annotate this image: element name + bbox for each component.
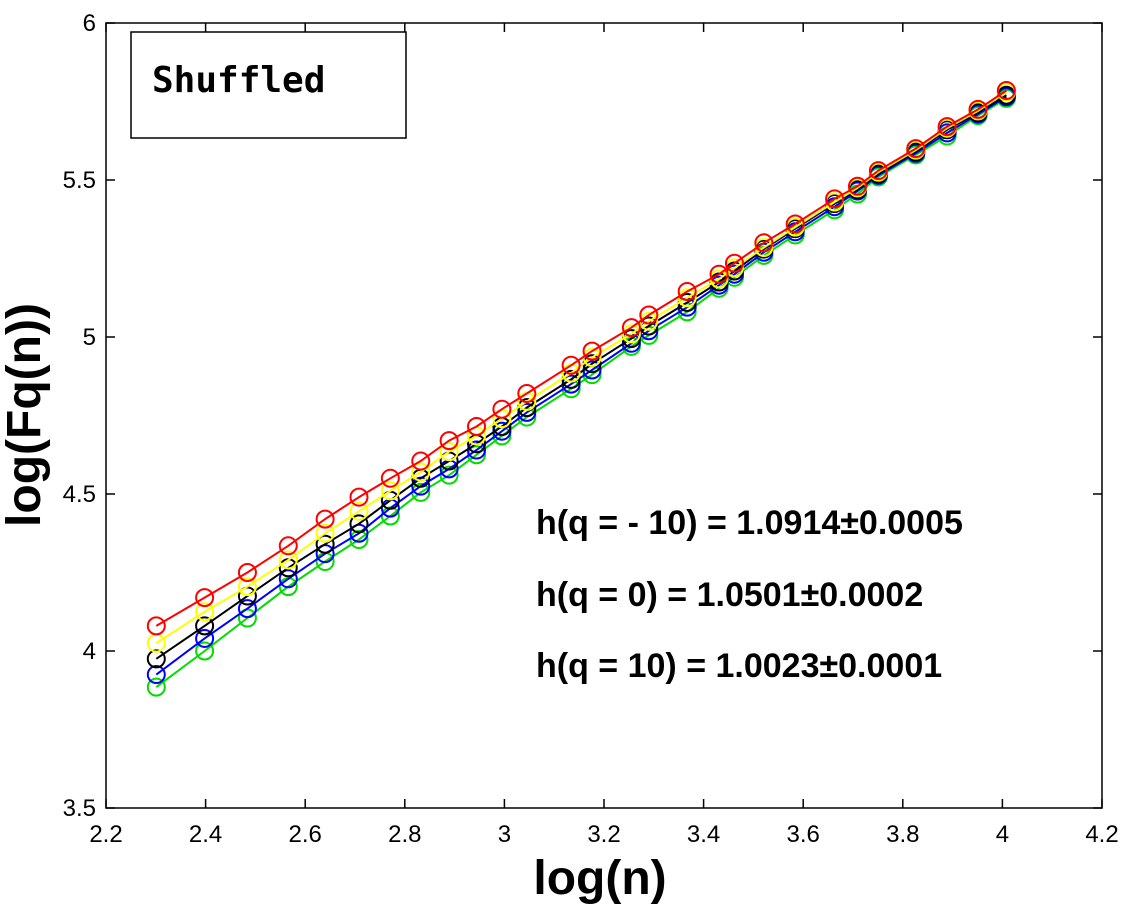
data-point-red [380,468,400,488]
axis-ticks: 2.2 2.4 2.6 2.8 3 3.2 3.4 3.6 3.8 4 4.2 3.5 4 4.5 5 5.5… [63,10,1119,848]
data-point-black [349,514,369,534]
data-point-red [349,487,369,507]
data-point-red [825,189,845,209]
x-tick-label: 2.2 [89,821,122,848]
y-tick-label: 4.5 [63,481,96,508]
data-point-yellow [315,523,335,543]
data-point-blue [195,628,215,648]
x-tick-label: 4.2 [1085,821,1118,848]
data-point-yellow [621,324,641,344]
x-tick-label: 4 [996,821,1009,848]
data-point-black [146,649,166,669]
series-line-green [155,97,1007,688]
legend-box: Shuffled [130,31,407,139]
y-tick-label: 4 [83,638,96,665]
data-point-red [561,355,581,375]
data-point-red [237,563,257,582]
data-point-green [146,677,166,697]
data-point-yellow [278,550,298,570]
data-point-yellow [195,602,215,622]
x-tick-label: 3.8 [886,821,919,848]
x-tick-label: 3.6 [787,821,820,848]
series-red [146,81,1016,636]
data-point-red [492,399,512,419]
data-point-red [467,416,487,436]
data-point-red [517,384,537,404]
y-tick-label: 3.5 [63,795,96,822]
data-point-red [677,281,697,301]
y-tick-label: 5 [83,324,96,351]
data-point-blue [517,402,537,422]
data-point-red [278,536,298,556]
data-point-red [847,176,867,196]
data-point-red [315,509,335,529]
data-point-green [195,641,215,661]
data-point-blue [278,569,298,589]
x-tick-label: 2.6 [289,821,322,848]
series-yellow [146,82,1016,653]
data-point-red [639,305,659,325]
data-point-red [582,341,602,361]
series-line-blue [155,95,1007,676]
x-tick-label: 3.2 [587,821,620,848]
data-point-black [315,534,335,554]
series-line-red [155,89,1007,627]
data-point-red [621,318,641,338]
x-axis-title: log(n) [533,852,666,905]
legend-box-frame [130,31,407,139]
data-point-yellow [439,442,459,462]
data-point-red [868,161,888,181]
x-tick-label: 3 [498,821,511,848]
y-axis-title: log(Fq(n)) [0,303,51,527]
data-point-red [724,253,744,273]
data-point-red [709,264,729,284]
data-point-red [754,233,774,253]
data-point-red [968,99,988,119]
data-point-yellow [411,462,431,482]
x-tick-label: 2.8 [388,821,421,848]
series-line-black [155,94,1007,660]
series-line-yellow [155,91,1007,644]
data-point-yellow [237,577,257,597]
data-point-red [785,214,805,234]
annotation-q-minus-10: h(q = - 10) = 1.0914±0.0005 [536,504,963,542]
data-point-red [937,117,957,137]
y-tick-label: 5.5 [63,167,96,194]
data-point-yellow [380,481,400,501]
x-tick-label: 2.4 [189,821,222,848]
annotation-q-0: h(q = 0) = 1.0501±0.0002 [536,576,923,614]
data-point-red [906,139,926,159]
y-tick-label: 6 [83,10,96,37]
annotation-q-10: h(q = 10) = 1.0023±0.0001 [536,647,942,685]
data-point-blue [146,665,166,685]
plot-area [105,22,1103,809]
data-point-red [996,81,1016,101]
data-point-yellow [349,501,369,521]
data-point-red [146,616,166,636]
data-point-red [411,451,431,471]
data-series [146,81,1016,697]
legend-box-label: Shuffled [152,60,325,101]
data-point-blue [237,599,257,619]
data-point-black [195,616,215,636]
x-tick-label: 3.4 [687,821,720,848]
data-point-red [439,431,459,451]
data-point-red [195,588,215,608]
